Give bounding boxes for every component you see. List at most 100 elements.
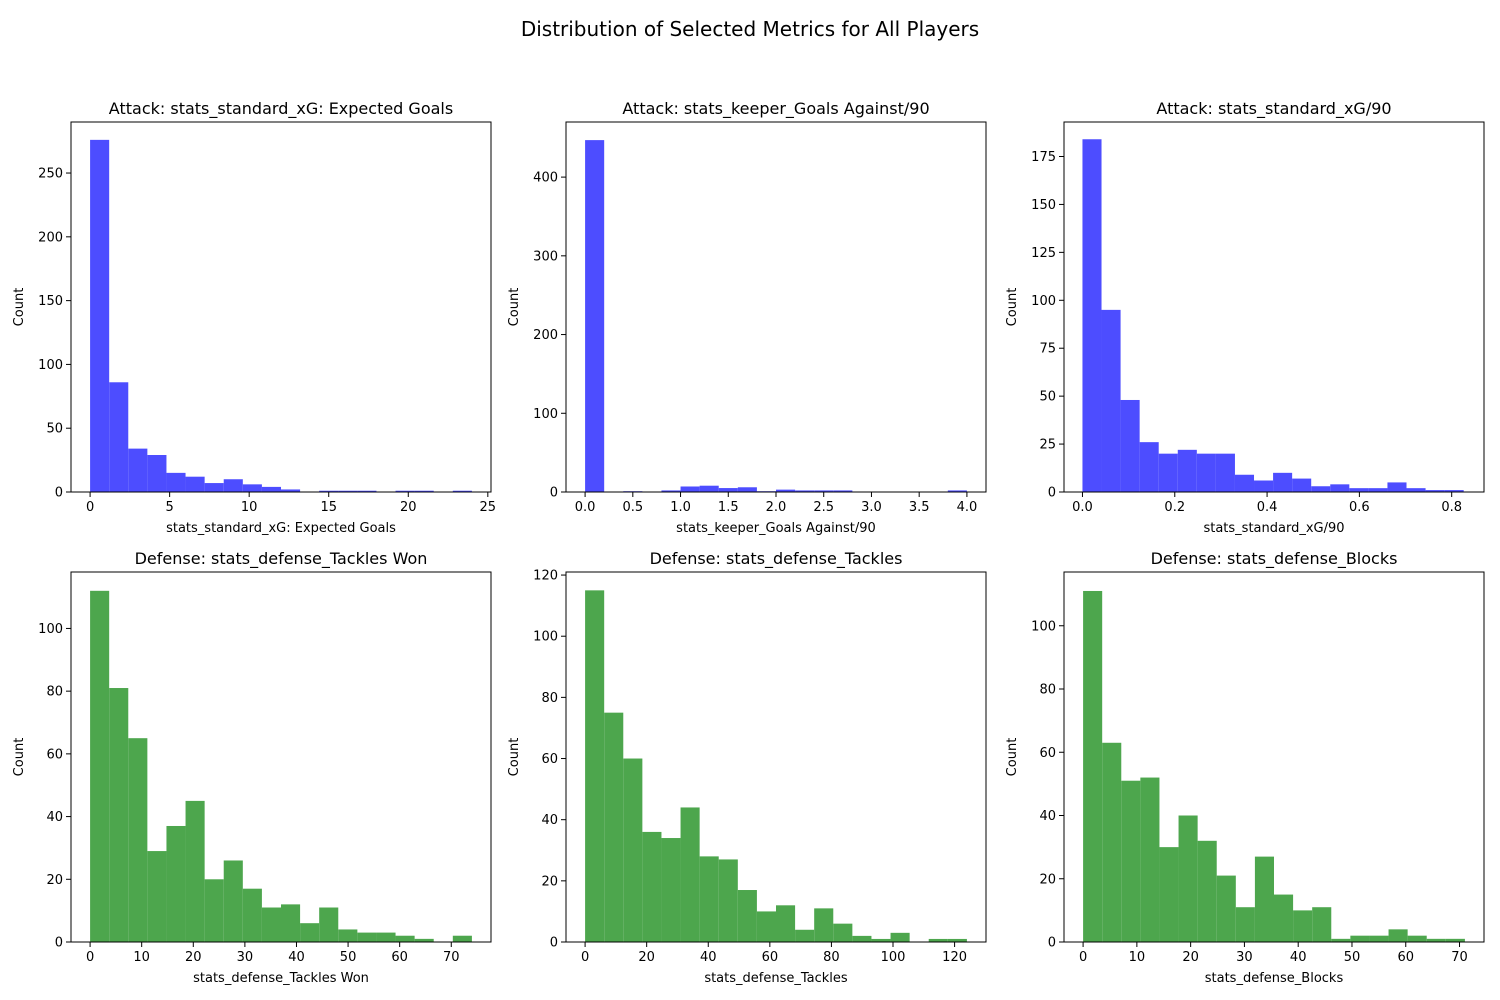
- histogram-bars: [90, 590, 472, 942]
- x-tick-label: 0.6: [1349, 500, 1370, 515]
- y-tick-label: 200: [38, 230, 63, 245]
- histogram-bar: [1387, 482, 1407, 492]
- y-axis-ticks: 0 50 100 150 200 250: [38, 167, 71, 501]
- x-tick-label: 1.0: [670, 500, 691, 515]
- y-axis-ticks: 0 100 200 300 400: [533, 171, 566, 501]
- y-tick-label: 50: [46, 422, 63, 437]
- histogram-bar: [223, 860, 243, 942]
- histogram-bar: [1273, 472, 1293, 492]
- x-tick-label: 40: [288, 950, 305, 965]
- subplot-title: Defense: stats_defense_Tackles Won: [135, 549, 428, 569]
- y-tick-label: 75: [1039, 342, 1056, 357]
- x-tick-label: 0.0: [1072, 500, 1093, 515]
- histogram-bar: [1101, 309, 1121, 492]
- histogram-bar: [319, 907, 339, 942]
- x-tick-label: 10: [133, 950, 150, 965]
- x-tick-label: 5: [165, 500, 173, 515]
- histogram-bar: [166, 472, 186, 492]
- histogram-bar: [1331, 938, 1351, 942]
- histogram-bar: [1292, 478, 1312, 492]
- x-tick-label: 4.0: [957, 500, 978, 515]
- x-tick-label: 100: [881, 950, 906, 965]
- histogram-bar: [585, 140, 605, 492]
- y-tick-label: 100: [1031, 619, 1056, 634]
- y-tick-label: 80: [1039, 683, 1056, 698]
- histogram-bar: [376, 932, 396, 942]
- x-tick-label: 60: [762, 950, 779, 965]
- histogram-bar: [680, 807, 700, 942]
- subplot-title: Attack: stats_standard_xG: Expected Goal…: [109, 99, 453, 119]
- histogram-bar: [604, 712, 624, 942]
- y-tick-label: 60: [46, 747, 63, 762]
- subplot-4: 0 10 20 30 40 50 60 70 0 20 40 60 80 100 Defense: stat…: [12, 549, 492, 986]
- y-tick-label: 200: [533, 328, 558, 343]
- x-tick-label: 70: [443, 950, 460, 965]
- y-axis-ticks: 0 20 40 60 80 100 120: [533, 569, 566, 951]
- histogram-bar: [90, 590, 110, 942]
- x-tick-label: 0: [86, 950, 94, 965]
- histogram-bar: [1121, 780, 1141, 942]
- y-tick-label: 0: [550, 486, 558, 501]
- histogram-bar: [737, 890, 757, 942]
- y-axis-label: Count: [12, 288, 27, 327]
- histogram-bar: [642, 831, 662, 942]
- x-axis-ticks: 0.0 0.5 1.0 1.5 2.0 2.5 3.0 3.5 4.0: [575, 492, 978, 515]
- x-tick-label: 2.5: [813, 500, 834, 515]
- histogram-bar: [1254, 856, 1274, 942]
- histogram-bar: [852, 935, 872, 942]
- histogram-bar: [147, 455, 167, 492]
- y-axis-label: Count: [12, 738, 27, 777]
- histogram-bar: [699, 856, 719, 942]
- y-tick-label: 125: [1031, 246, 1056, 261]
- plot-frame: [1063, 571, 1485, 943]
- subplot-title: Attack: stats_standard_xG/90: [1156, 99, 1391, 119]
- histogram-bar: [185, 476, 205, 492]
- histogram-bar: [1444, 490, 1464, 492]
- plot-frame: [70, 121, 492, 493]
- y-tick-label: 40: [46, 810, 63, 825]
- histogram-bar: [1330, 484, 1350, 492]
- histogram-bar: [756, 911, 776, 942]
- histogram-bar: [1159, 847, 1179, 942]
- x-axis-ticks: 0.0 0.2 0.4 0.6 0.8: [1072, 492, 1462, 515]
- subplot-6: 0 10 20 30 40 50 60 70 0 20 40 60 80 100 Defense: stat…: [1005, 549, 1485, 986]
- y-axis-label: Count: [507, 738, 522, 777]
- histogram-bar: [947, 490, 967, 492]
- histogram-bar: [128, 448, 148, 492]
- histogram-bar: [1216, 875, 1236, 942]
- histogram-bar: [109, 382, 129, 492]
- y-tick-label: 80: [541, 691, 558, 706]
- x-tick-label: 40: [700, 950, 717, 965]
- histogram-bar: [414, 938, 434, 942]
- histogram-bar: [680, 486, 700, 492]
- x-tick-label: 15: [320, 500, 337, 515]
- histogram-bar: [623, 758, 643, 942]
- histogram-bar: [1425, 490, 1445, 492]
- x-tick-label: 3.0: [861, 500, 882, 515]
- histogram-bar: [109, 688, 129, 942]
- histogram-bar: [1177, 449, 1197, 492]
- histogram-bar: [204, 879, 224, 942]
- histogram-bar: [395, 935, 415, 942]
- y-tick-label: 120: [533, 569, 558, 584]
- histogram-bar: [1312, 907, 1332, 942]
- histogram-bar: [1349, 488, 1369, 492]
- histogram-bar: [242, 484, 262, 492]
- histogram-bar: [185, 800, 205, 942]
- histogram-bar: [452, 490, 472, 492]
- x-tick-label: 20: [400, 500, 417, 515]
- y-tick-label: 0: [1048, 936, 1056, 951]
- histogram-bars: [1082, 139, 1464, 492]
- x-axis-label: stats_keeper_Goals Against/90: [676, 521, 876, 536]
- histogram-bar: [1158, 453, 1178, 492]
- histogram-bar: [1215, 453, 1235, 492]
- x-tick-label: 0: [1079, 950, 1087, 965]
- plot-frame: [565, 571, 987, 943]
- x-axis-label: stats_defense_Tackles: [704, 971, 848, 986]
- histogram-bar: [261, 907, 281, 942]
- histogram-bar: [357, 490, 377, 492]
- y-tick-label: 50: [1039, 390, 1056, 405]
- histogram-bar: [871, 938, 891, 942]
- x-axis-label: stats_defense_Blocks: [1205, 971, 1344, 986]
- histogram-bar: [1368, 488, 1388, 492]
